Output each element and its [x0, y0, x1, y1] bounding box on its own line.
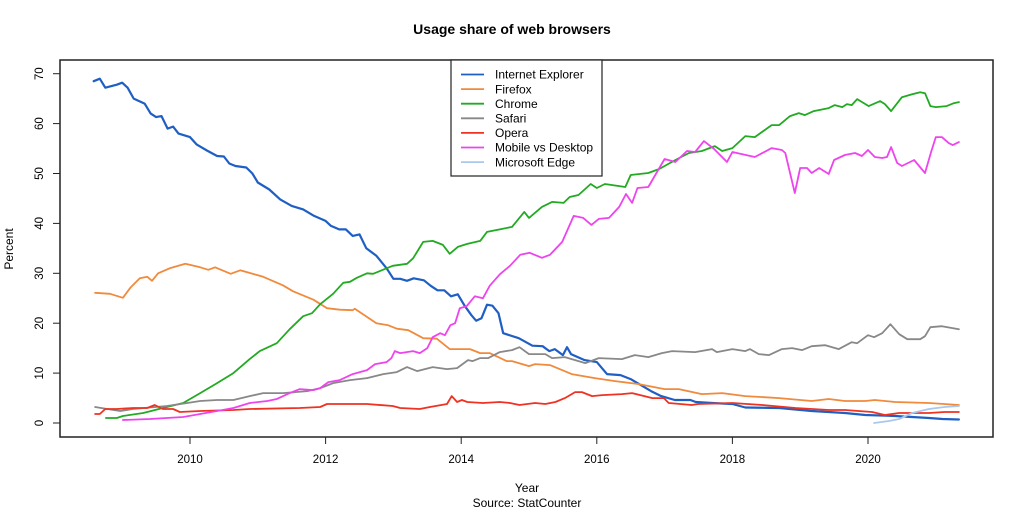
- x-tick-label: 2016: [584, 454, 610, 466]
- series-line-mobile-vs-desktop: [122, 136, 960, 421]
- legend-label: Internet Explorer: [495, 68, 584, 82]
- y-axis: 0 10 20 30 40 50 60 70: [34, 67, 60, 426]
- y-tick-label: 10: [34, 367, 46, 380]
- series-line-opera: [94, 391, 960, 416]
- legend-label: Mobile vs Desktop: [495, 141, 593, 155]
- x-tick-label: 2012: [313, 454, 339, 466]
- legend-item: Opera: [461, 126, 529, 140]
- chart-title: Usage share of web browsers: [413, 21, 611, 37]
- series-line-safari: [94, 323, 960, 412]
- series-layer: [92, 77, 961, 424]
- legend-label: Chrome: [495, 97, 538, 111]
- y-axis-title: Percent: [2, 228, 16, 270]
- series-line-internet-explorer: [92, 77, 961, 421]
- legend-item: Chrome: [461, 97, 538, 111]
- legend-label: Firefox: [495, 82, 532, 96]
- y-tick-label: 70: [34, 67, 46, 80]
- legend-label: Microsoft Edge: [495, 155, 575, 169]
- series-line-chrome: [105, 91, 960, 419]
- y-tick-label: 0: [34, 420, 46, 426]
- x-tick-label: 2020: [855, 454, 881, 466]
- y-tick-label: 30: [34, 267, 46, 280]
- y-tick-label: 50: [34, 167, 46, 180]
- legend-label: Opera: [495, 126, 529, 140]
- x-tick-label: 2014: [448, 454, 474, 466]
- legend-item: Microsoft Edge: [461, 155, 575, 169]
- x-tick-label: 2018: [720, 454, 746, 466]
- series-line-microsoft-edge: [873, 405, 960, 424]
- y-tick-label: 20: [34, 317, 46, 330]
- legend-label: Safari: [495, 112, 526, 126]
- y-tick-label: 60: [34, 117, 46, 130]
- legend-item: Firefox: [461, 82, 532, 96]
- x-axis: 2010 2012 2014 2016 2018 2020: [177, 437, 881, 466]
- y-tick-label: 40: [34, 217, 46, 230]
- source-caption: Source: StatCounter: [473, 496, 582, 510]
- legend-item: Mobile vs Desktop: [461, 141, 593, 155]
- legend: Internet ExplorerFirefoxChromeSafariOper…: [450, 59, 603, 177]
- x-axis-title: Year: [515, 481, 539, 495]
- series-line-firefox: [94, 262, 960, 406]
- legend-item: Internet Explorer: [461, 68, 584, 82]
- x-tick-label: 2010: [177, 454, 203, 466]
- legend-item: Safari: [461, 112, 526, 126]
